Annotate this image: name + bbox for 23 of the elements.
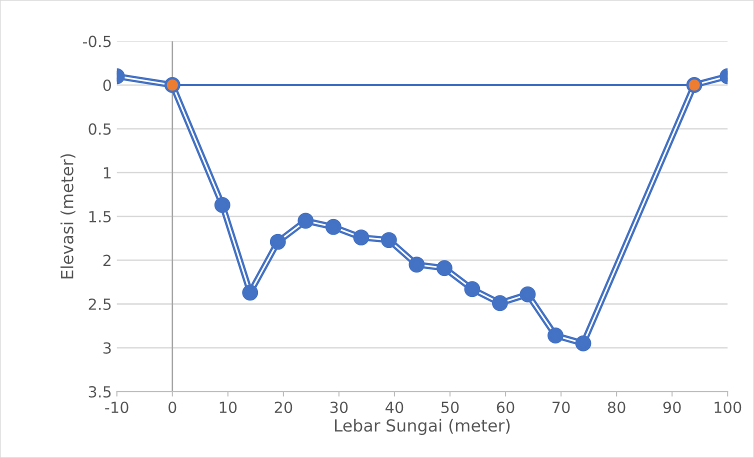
x-tick-label: 100 bbox=[714, 402, 742, 414]
y-tick-label: 2.5 bbox=[88, 298, 111, 310]
x-tick-label: 50 bbox=[441, 402, 459, 414]
x-tick-label: 10 bbox=[220, 402, 237, 414]
x-tick-label: 60 bbox=[496, 402, 514, 414]
y-tick-label: 1.5 bbox=[89, 211, 111, 222]
y-tick-label: -0.5 bbox=[82, 36, 111, 48]
x-tick-label: 30 bbox=[330, 402, 348, 414]
x-tick-label: 40 bbox=[386, 402, 404, 414]
x-tick-label: 80 bbox=[608, 402, 626, 414]
x-axis-title: Lebar Sungai (meter) bbox=[335, 418, 510, 436]
x-tick-label: 90 bbox=[663, 402, 681, 414]
y-tick-label: 1 bbox=[104, 167, 111, 178]
y-tick-label: 3.5 bbox=[88, 386, 111, 398]
y-tick-label: 3 bbox=[103, 342, 111, 354]
x-tick-label: 20 bbox=[274, 402, 292, 414]
y-tick-label: 0 bbox=[103, 79, 111, 92]
y-tick-label: 2 bbox=[103, 254, 110, 266]
x-tick-label: -10 bbox=[105, 402, 128, 414]
x-tick-label: 70 bbox=[552, 402, 570, 414]
y-axis-title: Elevasi (meter) bbox=[60, 154, 76, 278]
y-tick-label: 0.5 bbox=[88, 123, 111, 135]
x-tick-label: 0 bbox=[168, 402, 176, 414]
